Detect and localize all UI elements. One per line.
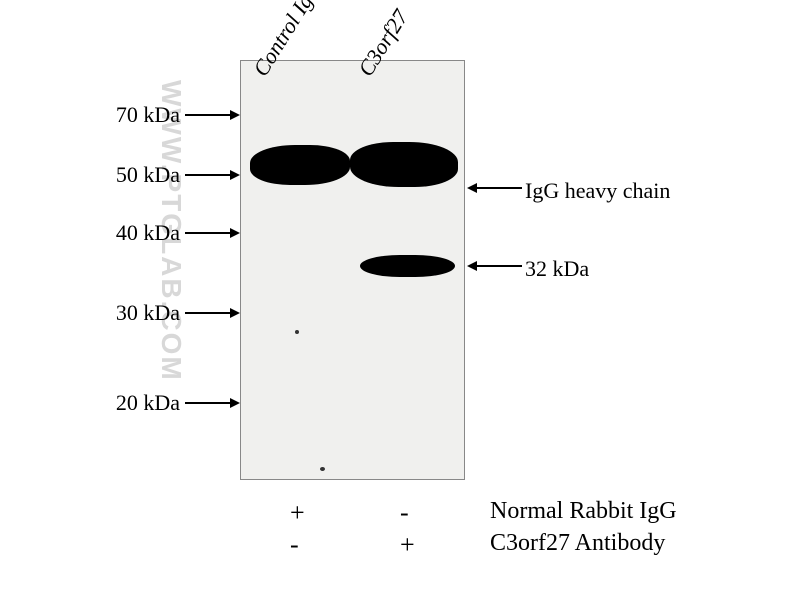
- marker-40kda: 40 kDa: [100, 220, 180, 246]
- condition-sign: -: [400, 498, 409, 528]
- marker-50kda: 50 kDa: [100, 162, 180, 188]
- label-32kda: 32 kDa: [525, 256, 589, 282]
- noise-dot: [295, 330, 299, 334]
- condition-sign: +: [400, 530, 415, 560]
- band-igg-heavy-c3orf27: [350, 142, 458, 187]
- band-igg-heavy-control: [250, 145, 350, 185]
- condition-rabbit-igg: Normal Rabbit IgG: [490, 498, 677, 525]
- arrow-icon: [185, 395, 240, 411]
- condition-sign: +: [290, 498, 305, 528]
- band-32kda: [360, 255, 455, 277]
- noise-dot: [320, 467, 325, 471]
- marker-30kda: 30 kDa: [100, 300, 180, 326]
- condition-sign: -: [290, 530, 299, 560]
- arrow-icon: [185, 167, 240, 183]
- arrow-icon: [467, 180, 522, 201]
- condition-c3orf27-ab: C3orf27 Antibody: [490, 530, 665, 557]
- marker-70kda: 70 kDa: [100, 102, 180, 128]
- marker-20kda: 20 kDa: [100, 390, 180, 416]
- arrow-icon: [467, 258, 522, 279]
- label-igg-heavy: IgG heavy chain: [525, 178, 670, 204]
- arrow-icon: [185, 107, 240, 123]
- arrow-icon: [185, 225, 240, 241]
- blot-figure: WWW.PTGLAB.COM Control IgG C3orf27 70 kD…: [0, 0, 800, 600]
- arrow-icon: [185, 305, 240, 321]
